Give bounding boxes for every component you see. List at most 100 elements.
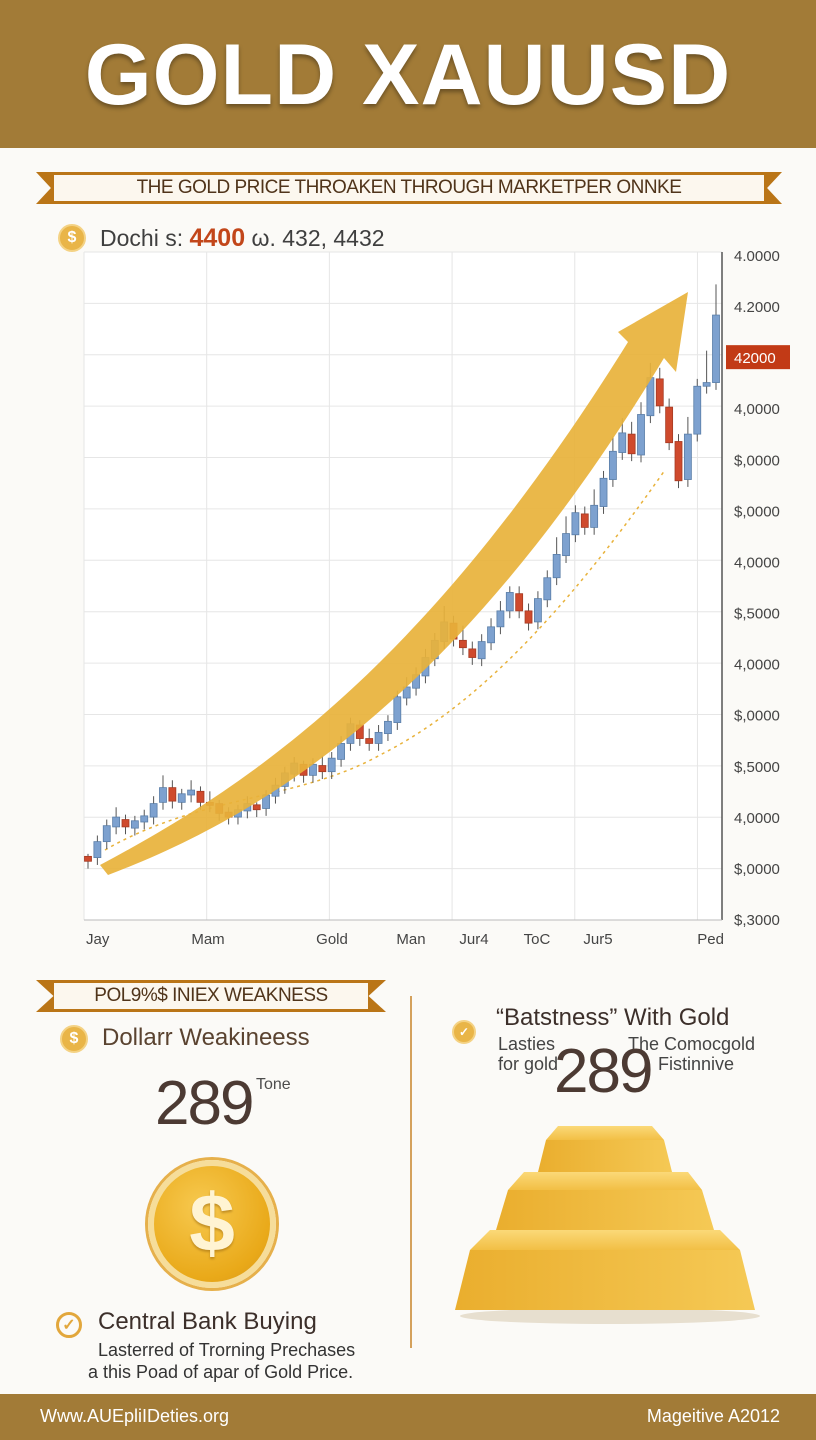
candle-body <box>365 738 374 744</box>
candle-body <box>655 378 664 407</box>
candle-body <box>384 720 392 735</box>
candle-body <box>402 686 411 699</box>
top-ribbon-text: THE GOLD PRICE THROAKEN THROUGH MARKETPE… <box>54 175 764 201</box>
candle-body <box>102 825 111 843</box>
y-tick-label: $,0000 <box>734 452 780 469</box>
footer-website[interactable]: Www.AUEpliIDeties.org <box>40 1406 230 1426</box>
gold-bars-icon <box>455 1126 760 1324</box>
candle-body <box>327 757 336 773</box>
price-suffix: ω. 432, 4432 <box>251 225 385 251</box>
candle-body <box>627 433 636 455</box>
footer-credit: Mageitive A2012 <box>646 1406 780 1426</box>
candle-body <box>552 554 561 579</box>
x-tick-label: ToC <box>524 931 551 948</box>
x-tick-label: Gold <box>316 931 348 948</box>
y-tick-label: 42000 <box>734 350 776 367</box>
y-tick-label: $,0000 <box>734 503 780 520</box>
dollar-weakness-number: 289 <box>155 1069 254 1138</box>
candle-body <box>196 790 205 803</box>
right-panel-title: “Batstness” With Gold <box>496 1004 730 1031</box>
y-tick-label: 4,0000 <box>734 657 780 674</box>
dollar-coin-icon: $ <box>58 224 86 252</box>
y-tick-label: 4,0000 <box>734 554 780 571</box>
candle-body <box>187 789 196 796</box>
header-banner: GOLD XAUUSD <box>0 0 816 148</box>
candle-body <box>393 696 402 723</box>
price-highlight: 4400 <box>189 224 246 252</box>
x-tick-label: Ped <box>697 931 724 948</box>
candle-body <box>505 592 514 612</box>
x-tick-label: Jur4 <box>459 931 488 948</box>
footer-bar: Www.AUEpliIDeties.org Mageitive A2012 <box>0 1394 816 1440</box>
x-tick-label: Jur5 <box>583 931 612 948</box>
price-prefix: Dochi s: <box>100 225 184 251</box>
x-tick-label: Mam <box>191 931 224 948</box>
y-tick-label: 4,0000 <box>734 810 780 827</box>
candle-body <box>130 820 139 829</box>
price-readout: Dochi s: 4400 ω. 432, 4432 <box>100 224 385 253</box>
candle-body <box>112 816 121 828</box>
page-title: GOLD XAUUSD <box>84 27 732 123</box>
candle-body <box>562 533 570 557</box>
y-tick-label: 4.2000 <box>734 299 780 316</box>
candle-body <box>674 441 683 482</box>
section-divider <box>410 996 412 1348</box>
x-tick-label: Jay <box>86 931 110 948</box>
central-bank-title: Central Bank Buying <box>98 1308 317 1335</box>
y-tick-label: $,5000 <box>734 759 780 776</box>
candle-body <box>93 841 102 858</box>
top-ribbon: THE GOLD PRICE THROAKEN THROUGH MARKETPE… <box>36 172 782 204</box>
large-dollar-coin-icon: $ <box>148 1160 276 1288</box>
candle-body <box>599 477 608 507</box>
candle-body <box>580 513 589 528</box>
dollar-weakness-title: Dollarr Weakineess <box>102 1024 310 1051</box>
y-tick-label: $,0000 <box>734 861 780 878</box>
left-ribbon: POL9%$ INIEX WEAKNESS <box>36 980 386 1012</box>
candle-body <box>149 803 158 818</box>
candle-body <box>702 382 711 387</box>
candle-body <box>468 648 477 658</box>
candle-body <box>168 787 177 802</box>
central-bank-line1: Lasterred of Trorning Prechases <box>98 1340 356 1360</box>
right-panel-line1b: The Comocgold <box>628 1034 756 1054</box>
y-tick-label: $,0000 <box>734 708 780 725</box>
candle-body <box>712 314 720 383</box>
candle-body <box>590 504 599 528</box>
candle-body <box>121 819 130 828</box>
candle-body <box>159 787 167 803</box>
right-panel-line1a: Lasties <box>498 1034 556 1054</box>
candle-body <box>337 743 345 760</box>
candle-body <box>683 433 692 480</box>
right-panel-number: 289 <box>554 1037 653 1106</box>
leaf-coin-icon: ✓ <box>452 1020 476 1044</box>
candle-body <box>252 804 261 811</box>
candle-body <box>693 385 702 435</box>
candle-body <box>543 577 552 601</box>
y-tick-label: 4,0000 <box>734 401 780 418</box>
candle-body <box>571 512 580 536</box>
y-tick-label: 4.0000 <box>734 248 780 265</box>
central-bank-line2: a this Poad of apar of Gold Price. <box>88 1362 354 1382</box>
candle-body <box>534 598 542 623</box>
candle-body <box>496 610 505 628</box>
y-tick-label: $,5000 <box>734 606 780 623</box>
highlighted-tick-badge <box>726 345 790 370</box>
candle-body <box>140 815 149 823</box>
candle-body <box>637 414 645 456</box>
candle-body <box>477 641 486 660</box>
candle-body <box>618 432 627 453</box>
candle-body <box>515 593 524 612</box>
candle-body <box>374 731 383 744</box>
right-panel-line2b: Fistinnive <box>658 1054 735 1074</box>
gold-price-chart: 4.0000 4.2000 42000 4,0000 $,0000 $,0000 4,000… <box>83 248 790 948</box>
candle-body <box>459 639 467 649</box>
trend-arrow-icon <box>100 292 688 875</box>
candle-body <box>318 765 327 773</box>
left-ribbon-text: POL9%$ INIEX WEAKNESS <box>54 983 368 1009</box>
candle-body <box>84 855 92 862</box>
candle-body <box>177 793 186 803</box>
candle-body <box>487 626 495 644</box>
check-circle-icon: ✓ <box>56 1312 82 1338</box>
x-tick-label: Man <box>396 931 425 948</box>
candle-body <box>524 610 533 624</box>
